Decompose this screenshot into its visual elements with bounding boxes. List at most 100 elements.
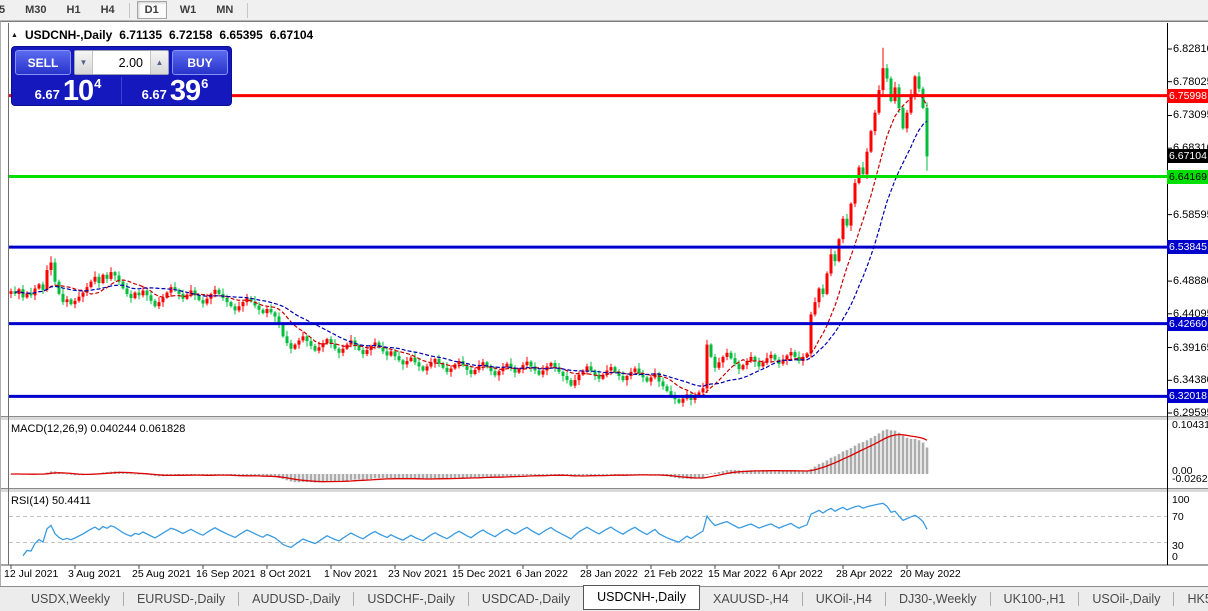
rsi-indicator-label: RSI(14) 50.4411 — [11, 495, 91, 507]
tab-separator — [238, 592, 240, 606]
tab-dj30-weekly[interactable]: DJ30-,Weekly — [898, 592, 977, 606]
date-label: 8 Oct 2021 — [260, 568, 312, 580]
macd-axis-label: 0.104313 — [1172, 419, 1208, 431]
one-click-trade-panel: SELL ▼ 2.00 ▲ BUY 6.67 10 4 6.67 39 6 — [11, 46, 232, 106]
tab-eurusd-daily[interactable]: EURUSD-,Daily — [136, 592, 226, 606]
sell-button[interactable]: SELL — [15, 50, 71, 75]
date-label: 25 Aug 2021 — [132, 568, 191, 580]
tab-usdcad-daily[interactable]: USDCAD-,Daily — [481, 592, 571, 606]
tab-separator — [353, 592, 355, 606]
timeframe-button-w1[interactable]: W1 — [179, 4, 197, 16]
price-tick-label: 6.34380 — [1173, 374, 1208, 386]
buy-price-sup: 6 — [201, 76, 209, 91]
timeframe-button-5[interactable]: 5 — [0, 4, 6, 16]
buy-price-big: 39 — [169, 75, 201, 108]
price-tick-label: 6.78025 — [1173, 76, 1208, 88]
price-axis-ticks — [1167, 48, 1172, 414]
tab-xauusd-h4[interactable]: XAUUSD-,H4 — [712, 592, 789, 606]
price-tick-label: 6.29595 — [1173, 407, 1208, 419]
tab-uk100-h1[interactable]: UK100-,H1 — [1003, 592, 1066, 606]
timeframe-button-h4[interactable]: H4 — [100, 4, 115, 16]
date-label: 3 Aug 2021 — [68, 568, 122, 580]
tab-usdx-weekly[interactable]: USDX,Weekly — [31, 592, 110, 606]
tab-separator — [1173, 592, 1175, 606]
tab-ukoil-h4[interactable]: UKOil-,H4 — [815, 592, 872, 606]
date-axis-ticks — [10, 565, 908, 569]
ohlc-low: 6.65395 — [219, 28, 263, 42]
price-tick-label: 6.58595 — [1173, 209, 1208, 221]
tab-usdcnh-daily[interactable]: USDCNH-,Daily — [583, 584, 700, 610]
timeframe-button-mn[interactable]: MN — [216, 4, 234, 16]
price-tick-label: 6.39165 — [1173, 342, 1208, 354]
date-label: 12 Jul 2021 — [4, 568, 59, 580]
buy-price[interactable]: 6.67 39 6 — [122, 75, 228, 108]
horizontal-lines-layer — [9, 94, 1167, 398]
chart-window: ▲ USDCNH-,Daily 6.71135 6.72158 6.65395 … — [0, 21, 1208, 586]
rsi-axis-label: 0 — [1172, 551, 1178, 563]
tab-audusd-daily[interactable]: AUDUSD-,Daily — [252, 592, 341, 606]
volume-increase-icon[interactable]: ▲ — [150, 51, 168, 74]
rsi-axis-label: 30 — [1172, 540, 1184, 552]
volume-decrease-icon[interactable]: ▼ — [75, 51, 93, 74]
price-tick-label: 6.82810 — [1173, 43, 1208, 55]
rsi-axis-label: 100 — [1172, 494, 1190, 506]
chart-title: ▲ USDCNH-,Daily 6.71135 6.72158 6.65395 … — [11, 28, 313, 42]
ohlc-high: 6.72158 — [169, 28, 213, 42]
price-tick-label: 6.48880 — [1173, 275, 1208, 287]
volume-input[interactable]: 2.00 — [118, 55, 143, 70]
sell-price-prefix: 6.67 — [34, 87, 60, 102]
tab-separator — [801, 592, 803, 606]
buy-price-prefix: 6.67 — [141, 87, 167, 102]
date-label: 15 Dec 2021 — [452, 568, 512, 580]
date-label: 16 Sep 2021 — [196, 568, 256, 580]
tab-separator — [884, 592, 886, 606]
chart-tab-bar: USDX,Weekly EURUSD-,Daily AUDUSD-,Daily USD… — [0, 584, 1208, 611]
date-label: 20 May 2022 — [900, 568, 961, 580]
tab-separator — [989, 592, 991, 606]
timeframe-button-h1[interactable]: H1 — [66, 4, 81, 16]
price-line-label: 6.42660 — [1167, 317, 1208, 331]
price-line-label: 6.53845 — [1167, 240, 1208, 254]
tab-separator — [1078, 592, 1080, 606]
macd-axis-label: -0.026249 — [1172, 473, 1208, 485]
buy-button[interactable]: BUY — [172, 50, 228, 75]
timeframe-button-m30[interactable]: M30 — [25, 4, 47, 16]
sell-price-sup: 4 — [94, 76, 102, 91]
tab-separator — [467, 592, 469, 606]
price-line-label: 6.67104 — [1167, 149, 1208, 163]
date-label: 28 Apr 2022 — [836, 568, 893, 580]
macd-axis-label: 0.00 — [1172, 465, 1193, 477]
price-line-label: 6.32018 — [1167, 389, 1208, 403]
toolbar-separator — [247, 2, 249, 18]
toolbar-separator — [128, 2, 130, 18]
symbol-period-label: USDCNH-,Daily — [24, 28, 113, 42]
tab-separator — [122, 592, 124, 606]
timeframe-button-d1[interactable]: D1 — [136, 1, 167, 19]
price-axis[interactable]: 6.828106.780256.730956.683106.635256.585… — [1166, 22, 1208, 567]
date-label: 6 Jan 2022 — [516, 568, 568, 580]
sell-price-big: 10 — [62, 75, 94, 108]
volume-spinner: ▼ 2.00 ▲ — [74, 50, 169, 75]
tab-usdchf-daily[interactable]: USDCHF-,Daily — [367, 592, 455, 606]
ohlc-close: 6.67104 — [269, 28, 314, 42]
date-label: 28 Jan 2022 — [580, 568, 638, 580]
moving-averages-layer — [14, 93, 928, 397]
frame-layer — [1, 23, 1208, 566]
tab-usoil-daily[interactable]: USOil-,Daily — [1092, 592, 1161, 606]
sell-price[interactable]: 6.67 10 4 — [15, 75, 122, 108]
price-line-label: 6.64169 — [1167, 170, 1208, 184]
collapse-panel-icon[interactable]: ▲ — [11, 31, 18, 39]
date-label: 1 Nov 2021 — [324, 568, 378, 580]
macd-layer — [9, 429, 929, 483]
date-label: 6 Apr 2022 — [772, 568, 823, 580]
rsi-axis-label: 70 — [1172, 511, 1184, 523]
price-tick-label: 6.73095 — [1173, 109, 1208, 121]
date-label: 15 Mar 2022 — [708, 568, 767, 580]
macd-indicator-label: MACD(12,26,9) 0.040244 0.061828 — [11, 423, 186, 435]
tab-hk50-h1[interactable]: HK50-,H1 — [1187, 592, 1208, 606]
date-label: 21 Feb 2022 — [644, 568, 703, 580]
price-line-label: 6.75998 — [1167, 89, 1208, 103]
rsi-layer — [9, 502, 1167, 557]
ohlc-open: 6.71135 — [119, 28, 163, 42]
date-label: 23 Nov 2021 — [388, 568, 448, 580]
